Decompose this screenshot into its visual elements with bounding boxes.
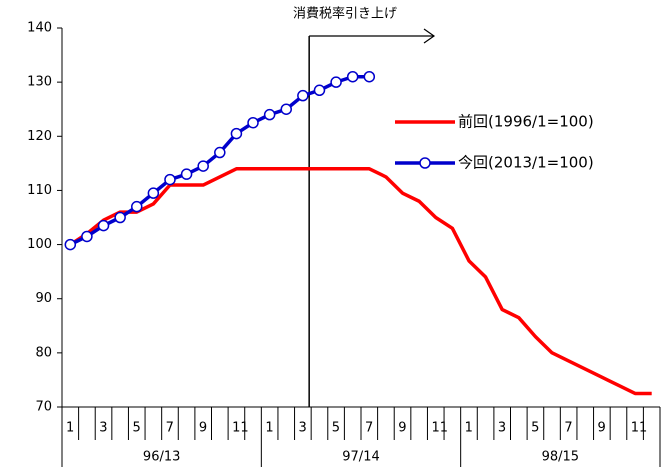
x-tick-label: 7: [365, 421, 373, 436]
point-marker: [147, 187, 160, 199]
y-tick-label: 80: [35, 345, 52, 360]
legend-label: 今回(2013/1=100): [458, 154, 594, 172]
x-tick-label: 11: [232, 421, 249, 436]
x-tick-label: 3: [299, 421, 307, 436]
point-marker: [330, 76, 342, 88]
group-label: 96/13: [143, 450, 180, 465]
x-tick-label: 3: [498, 421, 506, 436]
x-tick-label: 5: [531, 421, 539, 436]
group-label: 98/15: [542, 450, 579, 465]
x-tick-label: 5: [332, 421, 340, 436]
y-tick-label: 120: [27, 129, 52, 144]
x-tick-label: 1: [66, 421, 74, 436]
x-tick-label: 11: [431, 421, 448, 436]
x-tick-label: 5: [132, 421, 140, 436]
y-tick-label: 70: [35, 400, 52, 415]
x-tick-label: 1: [265, 421, 273, 436]
y-tick-label: 100: [27, 237, 52, 252]
point-marker: [363, 70, 376, 83]
x-tick-label: 11: [631, 421, 648, 436]
y-tick-label: 130: [27, 75, 52, 90]
point-marker: [180, 168, 193, 180]
point-marker: [131, 200, 143, 213]
point-marker: [230, 127, 243, 140]
series-line: [69, 167, 652, 396]
point-marker: [346, 70, 359, 83]
point-marker: [313, 84, 326, 97]
point-marker: [97, 219, 110, 232]
x-tick-label: 9: [398, 421, 406, 436]
point-marker: [197, 160, 209, 172]
point-marker: [114, 211, 126, 224]
point-marker: [263, 108, 276, 121]
point-marker: [297, 89, 309, 102]
legend-label: 前回(1996/1=100): [458, 113, 594, 131]
group-label: 97/14: [342, 450, 379, 465]
point-marker: [81, 230, 93, 243]
x-tick-label: 3: [99, 421, 107, 436]
point-marker: [280, 103, 292, 115]
y-tick-label: 90: [35, 291, 52, 306]
annotation: 消費税率引き上げ: [293, 6, 397, 22]
point-marker: [247, 117, 259, 129]
point-marker: [214, 146, 226, 159]
legend-marker: [419, 157, 431, 169]
x-tick-label: 9: [598, 421, 606, 436]
point-marker: [64, 238, 77, 251]
x-tick-label: 7: [564, 421, 572, 436]
y-tick-label: 140: [27, 21, 52, 36]
x-tick-label: 7: [166, 421, 174, 436]
event-arrowhead: [423, 28, 436, 44]
x-tick-label: 9: [199, 421, 207, 436]
x-tick-label: 1: [465, 421, 473, 436]
y-tick-label: 110: [27, 183, 52, 198]
point-marker: [164, 173, 176, 186]
